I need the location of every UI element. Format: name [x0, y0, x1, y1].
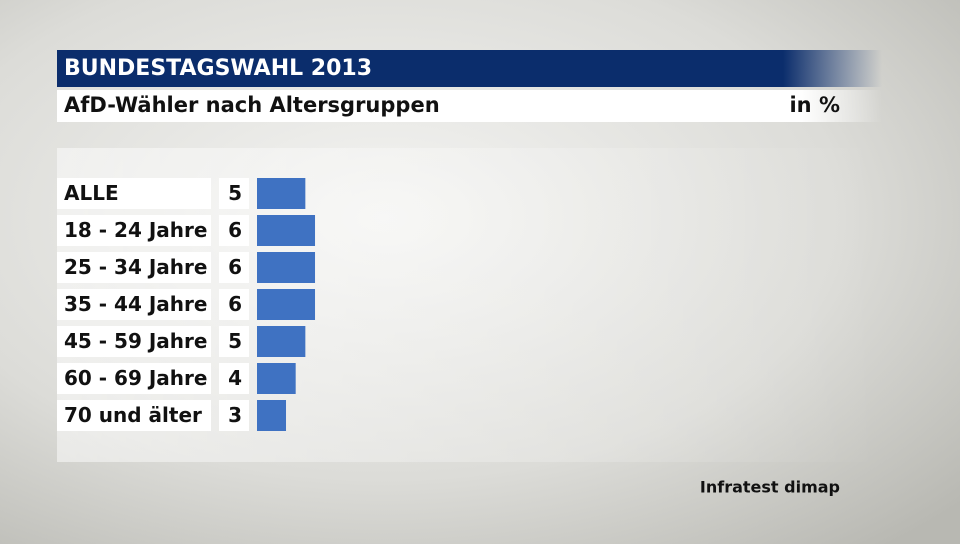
chart-subtitle: AfD-Wähler nach Altersgruppen — [64, 93, 440, 117]
label-box — [57, 178, 211, 209]
label-box — [57, 363, 211, 394]
label-box — [57, 252, 211, 283]
bar — [257, 363, 296, 394]
value-box — [219, 289, 249, 320]
category-label: 18 - 24 Jahre — [64, 218, 207, 242]
value-label: 4 — [228, 366, 242, 390]
chart-title: BUNDESTAGSWAHL 2013 — [64, 56, 372, 81]
value-label: 5 — [228, 329, 242, 353]
source: Infratest dimap — [700, 478, 840, 497]
label-box — [57, 326, 211, 357]
value-box — [219, 326, 249, 357]
bar — [257, 400, 287, 431]
bar — [257, 252, 316, 283]
bar — [257, 326, 306, 357]
unit-label: in % — [789, 93, 840, 117]
value-box — [219, 178, 249, 209]
category-label: 35 - 44 Jahre — [64, 292, 207, 316]
bar — [257, 289, 316, 320]
value-label: 5 — [228, 181, 242, 205]
label-box — [57, 289, 211, 320]
value-box — [219, 363, 249, 394]
value-label: 6 — [228, 218, 242, 242]
category-label: ALLE — [64, 181, 119, 205]
title-bar — [57, 50, 882, 87]
bar — [257, 215, 316, 246]
subtitle-bar — [57, 90, 882, 122]
category-label: 25 - 34 Jahre — [64, 255, 207, 279]
value-box — [219, 400, 249, 431]
value-box — [219, 215, 249, 246]
label-box — [57, 215, 211, 246]
category-label: 60 - 69 Jahre — [64, 366, 207, 390]
value-label: 3 — [228, 403, 242, 427]
bar — [257, 178, 306, 209]
value-label: 6 — [228, 255, 242, 279]
category-label: 70 und älter — [64, 403, 202, 427]
category-label: 45 - 59 Jahre — [64, 329, 207, 353]
value-box — [219, 252, 249, 283]
value-label: 6 — [228, 292, 242, 316]
label-box — [57, 400, 211, 431]
